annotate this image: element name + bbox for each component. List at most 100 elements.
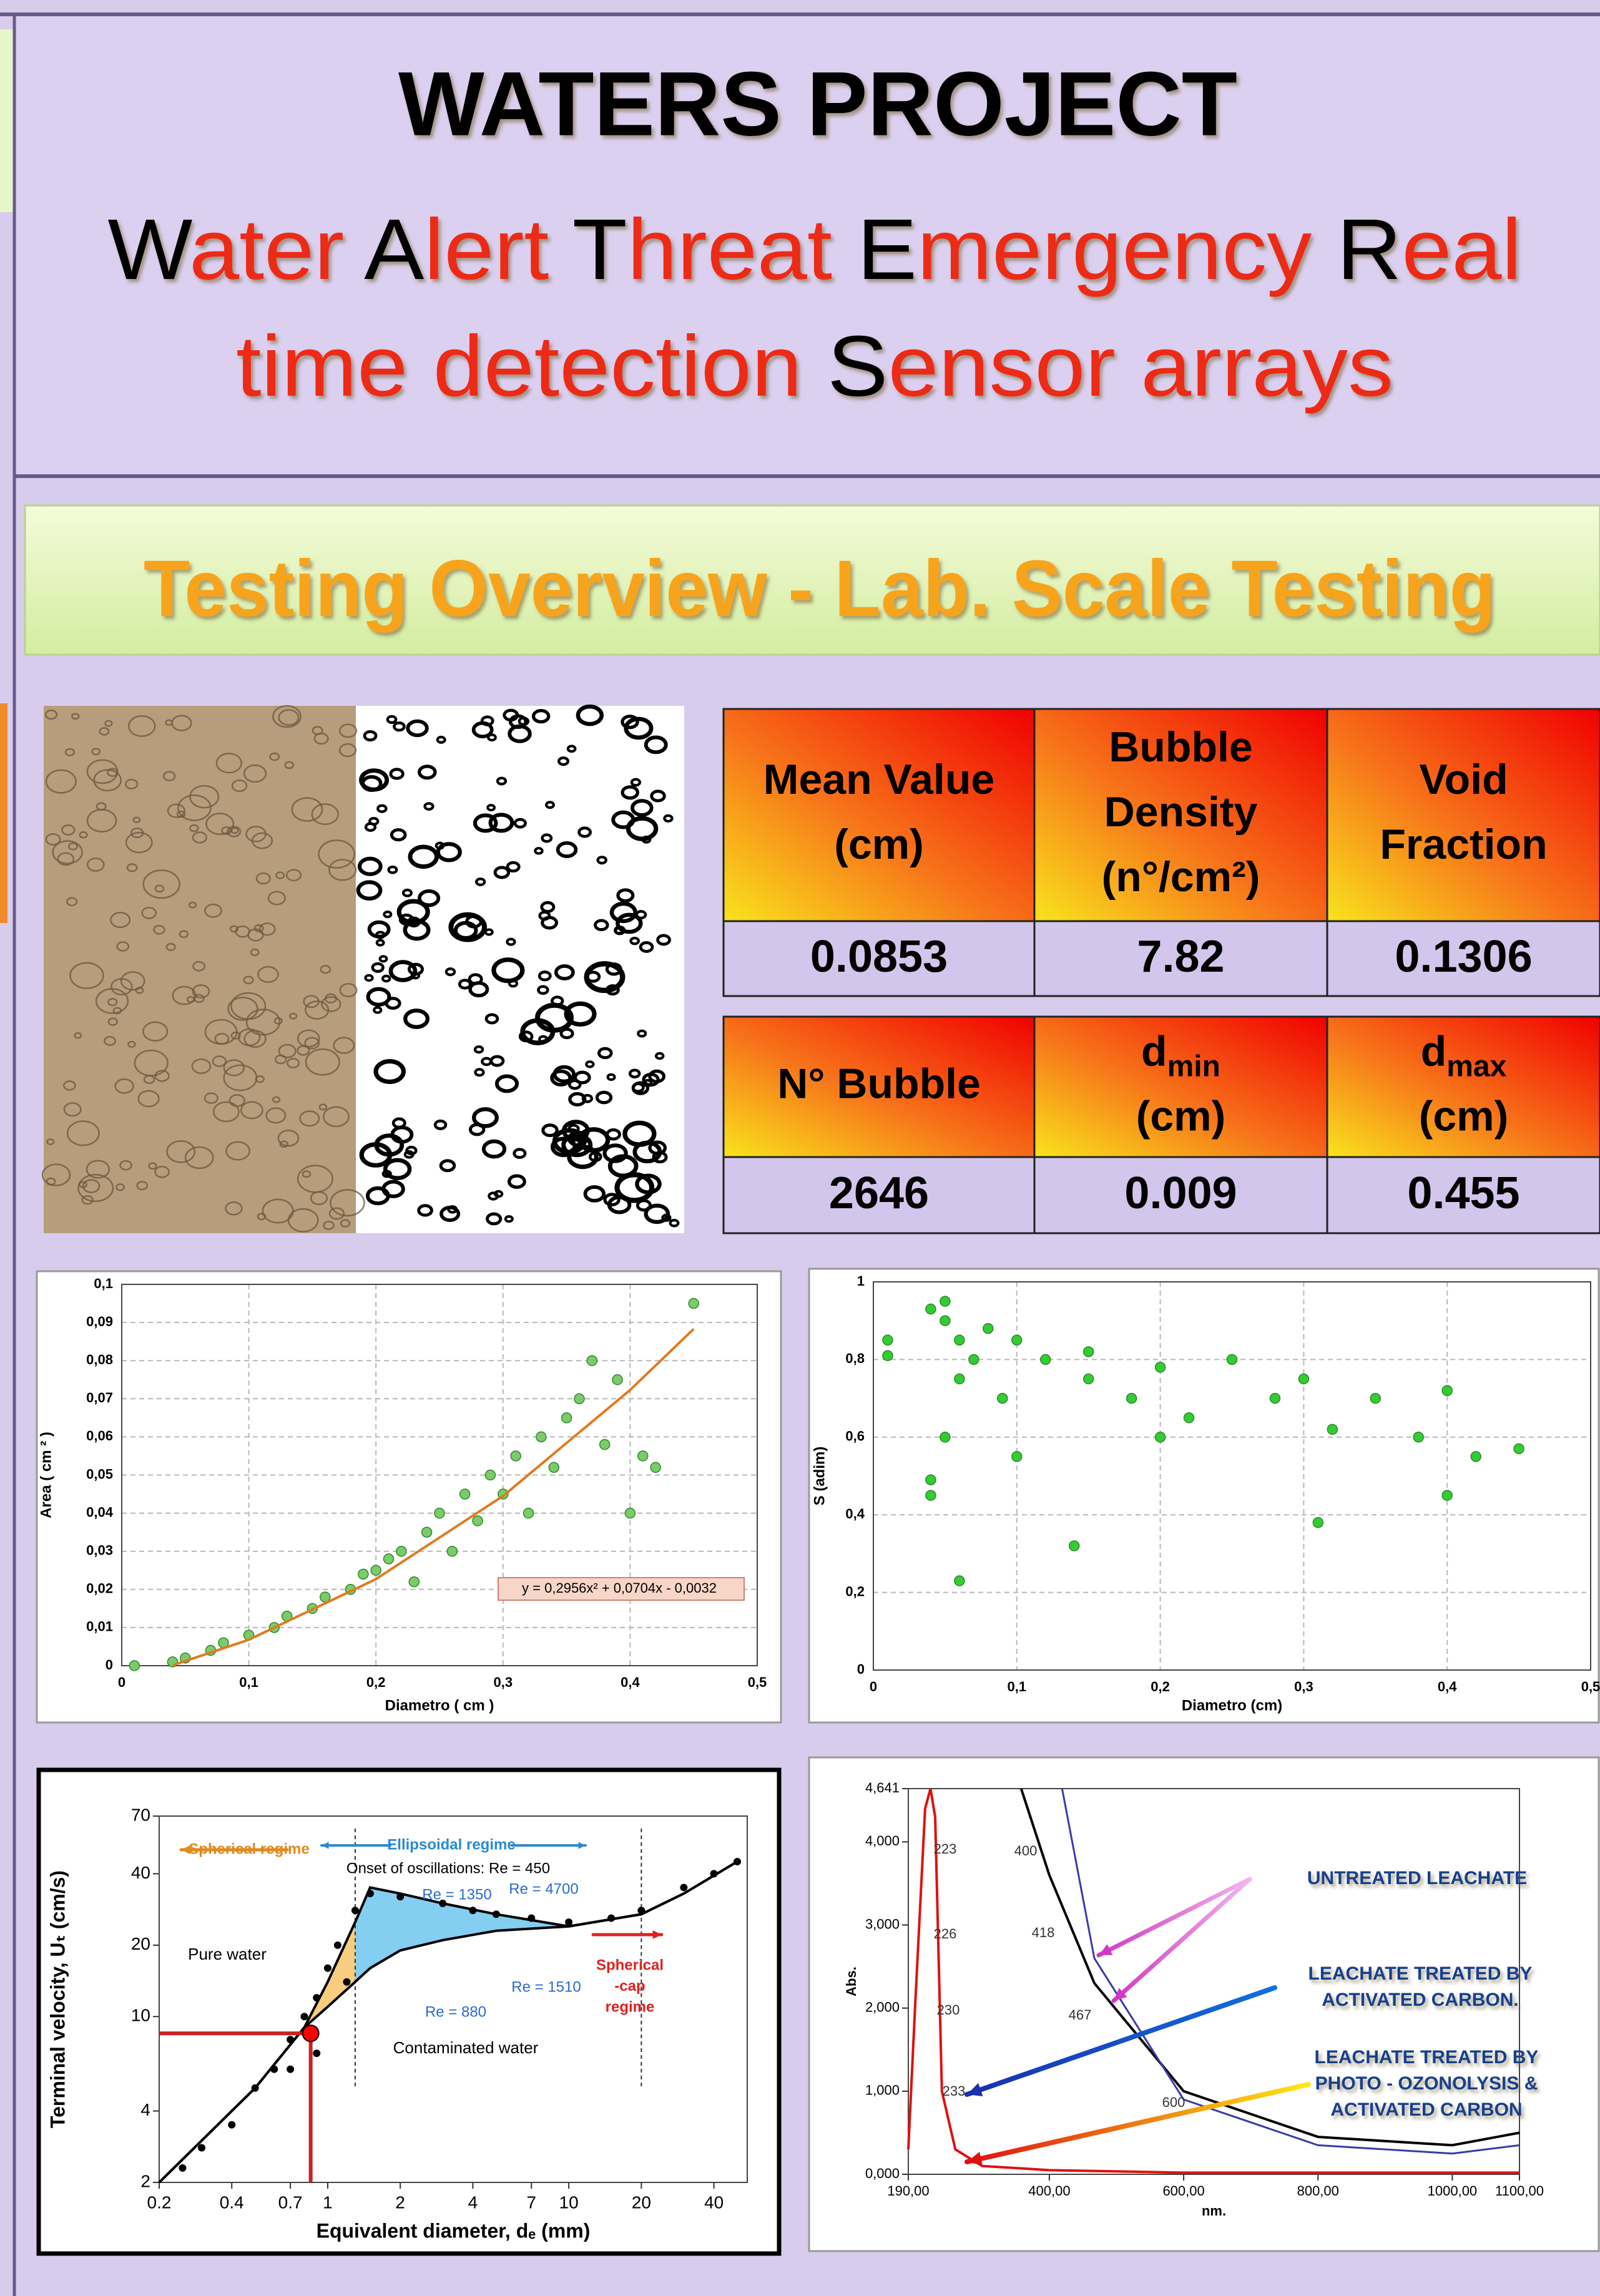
data-point	[434, 1508, 444, 1518]
data-point	[252, 2085, 258, 2091]
x-tick-label: 4	[468, 2192, 478, 2212]
data-point	[469, 1907, 476, 1913]
data-point	[422, 1527, 432, 1537]
data-point	[199, 2144, 205, 2151]
data-point	[460, 1489, 470, 1499]
x-tick-label: 20	[632, 2192, 651, 2212]
data-point	[1442, 1490, 1452, 1500]
annotation: Re = 880	[425, 2003, 486, 2020]
data-point	[447, 1546, 457, 1556]
y-tick-label: 0,02	[86, 1581, 113, 1596]
y-tick-label: 2	[140, 2171, 150, 2191]
x-tick-label: 0.7	[278, 2192, 303, 2212]
x-tick-label: 0,2	[1151, 1679, 1170, 1694]
x-tick-label: 1100,00	[1495, 2183, 1544, 2199]
x-tick-label: 0	[118, 1674, 125, 1690]
subtitle-initial: A	[364, 202, 424, 298]
subtitle-line: Water Alert Threat Emergency Real	[108, 202, 1522, 298]
data-point	[1327, 1424, 1337, 1434]
data-point	[883, 1335, 893, 1345]
y-tick-label: 20	[131, 1934, 150, 1953]
data-point	[562, 1413, 572, 1423]
data-point	[638, 1451, 648, 1461]
data-point	[600, 1440, 610, 1450]
x-tick-label: 0.2	[147, 2192, 172, 2212]
x-tick-label: 0,5	[748, 1674, 767, 1690]
data-point	[371, 1565, 381, 1575]
y-tick-label: 1,000	[865, 2083, 900, 2098]
table-header-text: (n°/cm²)	[1102, 853, 1260, 901]
table-header-cell	[724, 709, 1034, 921]
data-point	[1012, 1335, 1022, 1345]
x-tick-label: 40	[704, 2192, 724, 2212]
data-point	[940, 1296, 950, 1306]
data-point	[1227, 1354, 1237, 1364]
data-point	[625, 1508, 635, 1518]
y-tick-label: 0	[106, 1657, 113, 1673]
y-tick-label: 0	[857, 1661, 865, 1677]
data-point	[1413, 1432, 1423, 1442]
x-axis-label: Diametro ( cm )	[385, 1697, 494, 1714]
subtitle-initial: W	[108, 202, 193, 298]
data-point	[396, 1546, 406, 1556]
data-point	[1069, 1541, 1079, 1551]
x-tick-label: 10	[559, 2192, 579, 2212]
y-tick-label: 2,000	[865, 1999, 900, 2015]
y-tick-label: 1	[857, 1273, 865, 1289]
table-header-text: (cm)	[1419, 1092, 1509, 1140]
x-tick-label: 800,00	[1297, 2183, 1339, 2199]
data-point	[1184, 1413, 1194, 1423]
y-tick-label: 0,05	[86, 1466, 113, 1482]
data-point	[384, 1554, 394, 1564]
title: WATERS PROJECT	[398, 53, 1237, 155]
data-point	[1270, 1394, 1280, 1404]
y-tick-label: 0,1	[94, 1276, 113, 1291]
table-value: 7.82	[1137, 932, 1224, 982]
data-point	[524, 1508, 534, 1518]
data-point	[574, 1394, 584, 1404]
y-tick-label: 0,09	[86, 1314, 113, 1329]
data-point	[287, 2036, 293, 2043]
subscript: max	[1446, 1050, 1506, 1083]
annotation: 230	[937, 2002, 960, 2018]
table-header-text: (cm)	[834, 821, 924, 868]
table-header-text: Fraction	[1380, 821, 1547, 868]
data-point	[493, 1911, 499, 1917]
data-point	[287, 2066, 293, 2073]
data-point	[1012, 1452, 1022, 1462]
y-tick-label: 70	[131, 1805, 150, 1824]
y-tick-label: 4	[140, 2100, 150, 2119]
x-tick-label: 0,4	[621, 1674, 640, 1690]
x-tick-label: 0,3	[494, 1674, 513, 1690]
annotation: UNTREATED LEACHATE	[1307, 1868, 1527, 1888]
data-point	[1442, 1385, 1452, 1395]
data-point	[1471, 1452, 1481, 1462]
subtitle-text: eal	[1401, 202, 1521, 298]
data-point	[358, 1569, 368, 1579]
annotation: Ellipsoidal regime	[387, 1836, 515, 1853]
data-point	[608, 1915, 614, 1922]
data-point	[511, 1451, 521, 1461]
y-tick-label: 0,03	[86, 1543, 113, 1558]
annotation: Onset of oscillations: Re = 450	[346, 1860, 550, 1877]
annotation: 226	[934, 1926, 957, 1942]
data-point	[638, 1907, 644, 1913]
data-point	[883, 1351, 893, 1361]
annotation: 467	[1069, 2007, 1092, 2023]
table-header-text: N° Bubble	[777, 1060, 981, 1107]
x-tick-label: 0,3	[1294, 1679, 1313, 1694]
data-point	[528, 1915, 534, 1922]
table-value: 0.0853	[810, 932, 948, 982]
annotation: 400	[1014, 1843, 1038, 1859]
subtitle-initial: T	[572, 202, 627, 298]
annotation: 600	[1162, 2094, 1185, 2110]
x-tick-label: 0,1	[239, 1674, 258, 1690]
data-point	[397, 1893, 403, 1900]
subtitle-text: lert	[424, 202, 572, 298]
table-header-text: Void	[1419, 756, 1508, 803]
y-axis-label: S (adim)	[811, 1447, 828, 1506]
subtitle-line: time detection Sensor arrays	[236, 318, 1393, 414]
data-point	[271, 2066, 277, 2073]
data-point	[352, 1907, 358, 1913]
subtitle-initial: R	[1337, 202, 1401, 298]
